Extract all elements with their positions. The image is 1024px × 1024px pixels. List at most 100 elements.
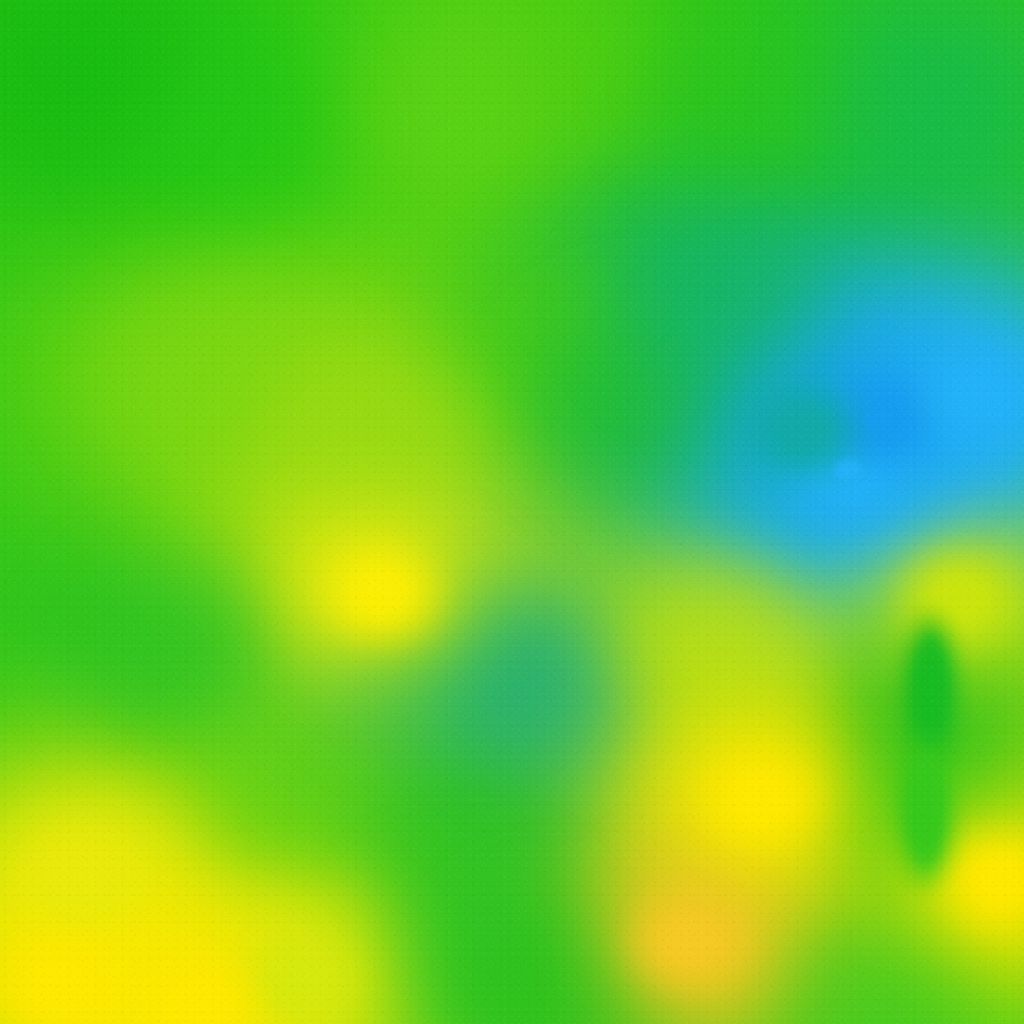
temperature-blob-alps-secondary-cold: [682, 252, 1024, 588]
temperature-blob-andalusia: [238, 928, 362, 1024]
temperature-blob-north-sea-low-countries: [632, 0, 888, 200]
temperature-blob-alboran-sea: [94, 915, 306, 1024]
temperature-blob-aquitaine-warm-pocket: [318, 540, 442, 644]
temperature-blob-alboran-sea: [166, 977, 234, 1024]
temperature-blob-north-africa-hot: [656, 912, 724, 968]
temperature-blob-portugal-atlantic: [46, 852, 114, 908]
temperature-blob-north-atlantic-upper-left: [0, 0, 182, 165]
temperature-blob-corsica: [910, 632, 950, 748]
temperature-blob-pyrenees: [308, 545, 552, 755]
temperature-blob-alps-eastern-cold: [923, 343, 1024, 447]
temperature-blob-english-channel: [302, 10, 558, 230]
temperature-blob-north-sea-low-countries: [533, 0, 987, 287]
temperature-blob-pyrenees: [210, 460, 650, 840]
temperature-blob-alps-cold-core: [832, 459, 864, 481]
temperature-blob-central-france: [310, 140, 770, 540]
temperature-blob-western-france: [248, 325, 492, 535]
temperature-blob-bay-of-biscay: [75, 273, 325, 487]
temperature-blob-alps-eastern-cold: [882, 308, 1024, 482]
temperature-blob-western-france: [150, 240, 590, 620]
temperature-blob-gulf-of-cadiz: [0, 817, 258, 1024]
temperature-blob-betic-cordillera: [342, 850, 598, 1024]
temperature-blob-alps-cold-core: [745, 383, 951, 557]
temperature-blob-bay-of-biscay: [0, 187, 423, 573]
temperature-blob-english-channel: [203, 0, 657, 317]
temperature-blob-portugal-atlantic: [18, 828, 142, 932]
temperature-blob-alps-secondary-cold: [774, 330, 986, 510]
temperature-blob-alps-cold-core: [814, 442, 882, 498]
temperature-blob-alboran-sea: [138, 953, 262, 1024]
temperature-blob-iberian-meseta: [73, 593, 527, 987]
temperature-blob-massif-central: [515, 293, 765, 507]
temperature-blob-cantabrian-coast: [0, 453, 407, 847]
temperature-blob-alps-secondary-cold: [864, 409, 896, 431]
temperature-blob-alps-eastern-cold: [969, 384, 1001, 406]
temperature-blob-gulf-of-cadiz: [0, 933, 122, 1024]
temperature-blob-ligurian-sea: [926, 572, 994, 628]
temperature-blob-portugal-atlantic: [0, 701, 289, 1024]
temperature-blob-iberian-system: [342, 720, 598, 940]
temperature-blob-southern-england: [330, 0, 790, 270]
temperature-blob-alpine-foreland: [738, 378, 862, 482]
temperature-blob-tyrrhenian-sea: [802, 712, 1024, 1024]
temperature-blob-atlas-mountains: [432, 880, 688, 1024]
temperature-blob-alboran-sea: [2, 837, 398, 1024]
temperature-blob-ligurian-sea: [748, 418, 1024, 782]
temperature-blob-balearic-sea: [726, 772, 794, 828]
temperature-blob-north-africa-hot: [500, 780, 880, 1024]
temperature-blob-andalusia: [183, 880, 417, 1024]
temperature-blob-gulf-of-cadiz: [0, 895, 166, 1024]
temperature-blob-gulf-of-lion: [504, 454, 936, 826]
temperature-blob-corsica: [805, 583, 1024, 797]
temperature-blob-cantabrian-coast: [52, 540, 308, 760]
temperature-blob-ligurian-sea: [843, 500, 1024, 700]
temperature-blob-ligurian-sea: [898, 548, 1022, 652]
temperature-blob-balearic-sea: [698, 748, 822, 852]
temperature-blob-tyrrhenian-sea: [966, 852, 1024, 908]
temperature-blob-celtic-sea: [7, 0, 453, 323]
temperature-blob-aquitaine-warm-pocket: [175, 417, 585, 767]
temperature-blob-alps-eastern-cold: [791, 231, 1024, 559]
temperature-blob-gulf-of-lion: [600, 538, 840, 742]
temperature-blob-andalusia: [266, 952, 334, 1008]
temperature-blob-sardinia: [895, 732, 955, 888]
temperature-blob-alps-cold-core: [786, 418, 910, 522]
temperature-blob-alps-eastern-cold: [951, 367, 1019, 423]
temperature-blob-corsica: [707, 497, 1024, 883]
temperature-blob-portugal-atlantic: [0, 783, 194, 977]
temperature-blob-sardinia: [698, 613, 1024, 1007]
temperature-blob-sardinia: [905, 752, 945, 868]
temperature-blob-eastern-france: [598, 195, 842, 405]
temperature-blob-ebro-valley-cold: [420, 578, 660, 782]
temperature-blob-central-france: [410, 228, 670, 452]
temperature-blob-balearic-sea: [562, 632, 958, 968]
temperature-blob-tyrrhenian-sea: [938, 828, 1024, 932]
temperature-blob-germany-north: [805, 3, 1024, 217]
temperature-blob-north-atlantic-upper-left: [0, 0, 280, 250]
temperature-blob-iberian-meseta: [172, 680, 428, 900]
temperature-blob-aquitaine-warm-pocket: [346, 564, 414, 620]
temperature-blob-massif-central: [417, 207, 863, 593]
temperature-blob-ebro-valley-cold: [324, 494, 756, 866]
temperature-blob-north-africa-hot: [628, 888, 752, 992]
temperature-blob-betic-cordillera: [243, 763, 697, 1024]
temperature-blob-iberian-system: [243, 633, 697, 1024]
temperature-blob-celtic-sea: [105, 23, 355, 237]
temperature-blob-aquitaine-warm-pocket: [269, 497, 491, 687]
temperature-blob-alpine-foreland: [591, 251, 1009, 609]
temperature-blob-germany-north: [707, 0, 1024, 303]
temperature-blob-southern-england: [430, 0, 690, 182]
temperature-blob-alps-secondary-cold: [818, 368, 942, 472]
temperature-blob-andalusia: [88, 798, 512, 1024]
temperature-blob-maghreb-coast: [750, 888, 1010, 1024]
temperature-blob-north-africa-hot: [590, 856, 790, 1024]
temperature-blob-tyrrhenian-sea: [894, 790, 1024, 970]
temperature-blob-alpine-foreland: [766, 402, 834, 458]
temperature-blob-atlas-mountains: [333, 793, 787, 1024]
temperature-blob-eastern-france: [500, 110, 940, 490]
temperature-blob-sardinia: [797, 700, 1024, 920]
